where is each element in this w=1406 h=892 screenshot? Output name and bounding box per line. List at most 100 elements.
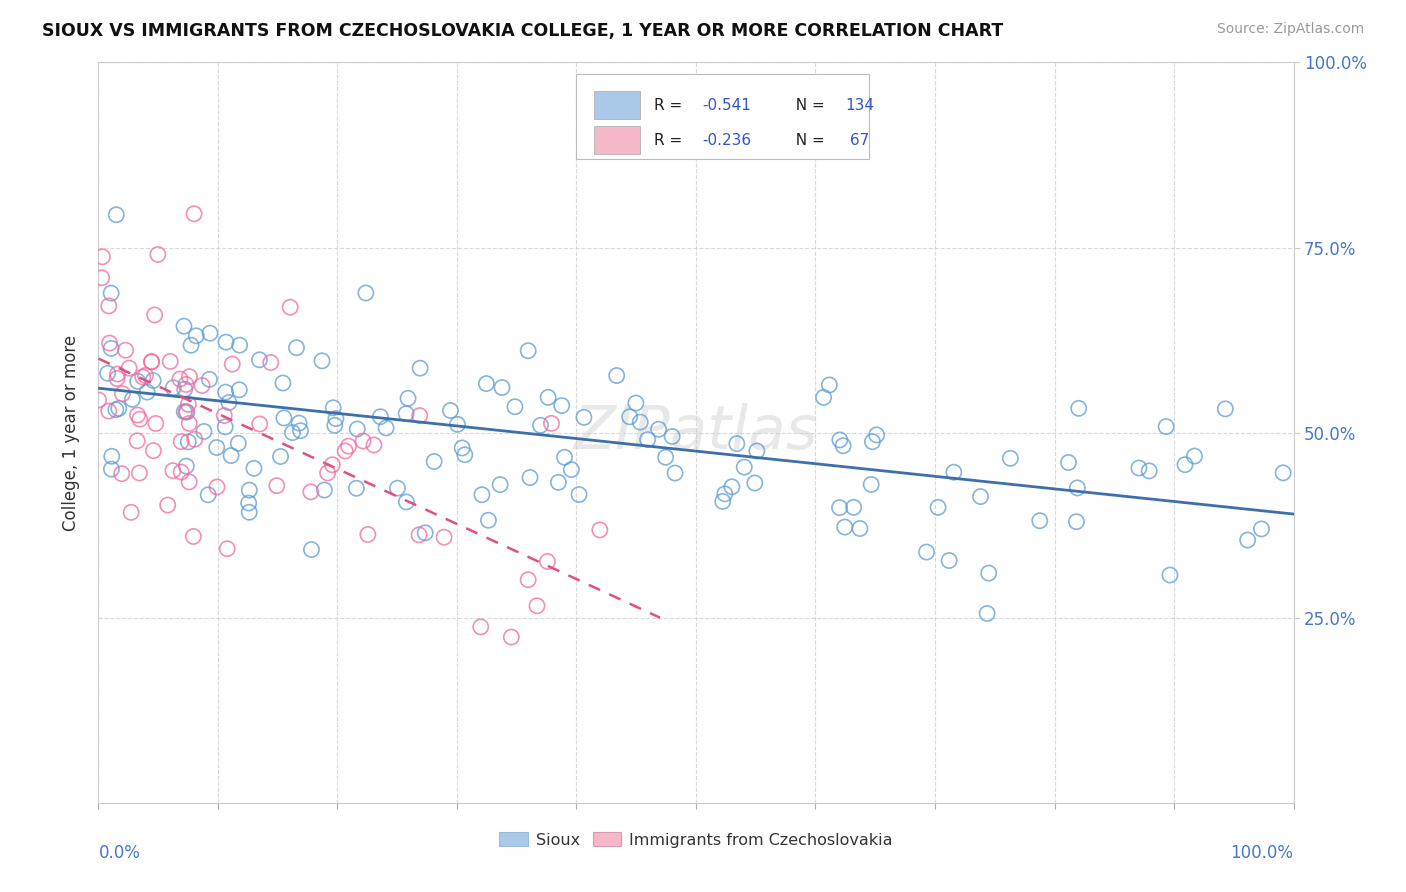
Point [219,449,242,463]
Point [828,433,851,447]
Point [118,361,141,376]
Point [273,411,295,425]
Point [278,300,301,314]
Point [311,354,333,368]
Point [395,495,418,509]
Point [198,326,221,341]
Point [183,529,205,543]
Point [107,401,129,416]
Point [111,386,134,401]
Point [173,405,195,419]
Point [186,329,208,343]
Point [661,429,683,443]
Text: N =: N = [786,133,830,148]
Point [238,505,260,519]
Point [176,405,198,419]
Point [134,368,156,383]
Point [249,352,271,367]
Point [969,490,991,504]
Point [174,404,197,418]
Legend: Sioux, Immigrants from Czechoslovakia: Sioux, Immigrants from Czechoslovakia [492,826,900,854]
Point [664,466,686,480]
Point [550,399,572,413]
Point [159,354,181,368]
Point [101,450,124,464]
Point [396,392,419,406]
Text: ZIP​atlas: ZIP​atlas [574,403,818,462]
Point [197,488,219,502]
Point [526,599,548,613]
Point [142,374,165,388]
Point [107,367,129,381]
Point [938,553,960,567]
Text: 0.0%: 0.0% [98,844,141,862]
Point [325,411,347,425]
Point [363,438,385,452]
Point [1159,568,1181,582]
Point [1029,514,1052,528]
Point [409,361,432,376]
Point [927,500,949,515]
Point [454,448,477,462]
Point [162,464,184,478]
Point [180,338,202,352]
Point [321,458,343,472]
Point [100,286,122,301]
Point [977,566,1000,581]
Point [572,410,595,425]
Y-axis label: College, 1 year or more: College, 1 year or more [62,334,80,531]
Point [637,433,659,447]
Point [446,417,468,432]
Point [647,422,669,436]
Point [409,409,432,423]
Point [243,461,266,475]
Point [842,500,865,515]
Point [628,415,651,429]
Point [1184,449,1206,463]
Point [1066,481,1088,495]
Text: 100.0%: 100.0% [1230,844,1294,862]
Point [104,402,127,417]
Point [97,404,120,418]
Point [323,418,346,433]
Point [517,573,540,587]
Point [105,208,128,222]
Point [344,481,367,495]
Point [439,403,461,417]
Point [745,444,768,458]
Point [813,391,835,405]
Point [136,385,159,400]
Point [169,372,191,386]
Point [221,357,243,371]
Point [228,383,250,397]
Text: SIOUX VS IMMIGRANTS FROM CZECHOSLOVAKIA COLLEGE, 1 YEAR OR MORE CORRELATION CHAR: SIOUX VS IMMIGRANTS FROM CZECHOSLOVAKIA … [42,22,1004,40]
Point [606,368,628,383]
Point [288,416,311,430]
Text: R =: R = [654,133,688,148]
Point [624,396,647,410]
Point [451,441,474,455]
Point [721,480,744,494]
Point [517,343,540,358]
Point [290,424,312,438]
Point [127,408,149,422]
Point [142,443,165,458]
Point [217,541,239,556]
Point [179,475,201,489]
Point [173,319,195,334]
Point [97,299,120,313]
Point [173,382,195,396]
Point [540,417,562,431]
Point [503,400,526,414]
Point [832,439,855,453]
Point [214,420,236,434]
Point [818,378,841,392]
Point [1067,401,1090,416]
Point [177,434,200,449]
Point [214,409,236,423]
Point [547,475,569,490]
Point [141,355,163,369]
Point [395,407,418,421]
Point [1174,458,1197,472]
Point [215,335,238,350]
